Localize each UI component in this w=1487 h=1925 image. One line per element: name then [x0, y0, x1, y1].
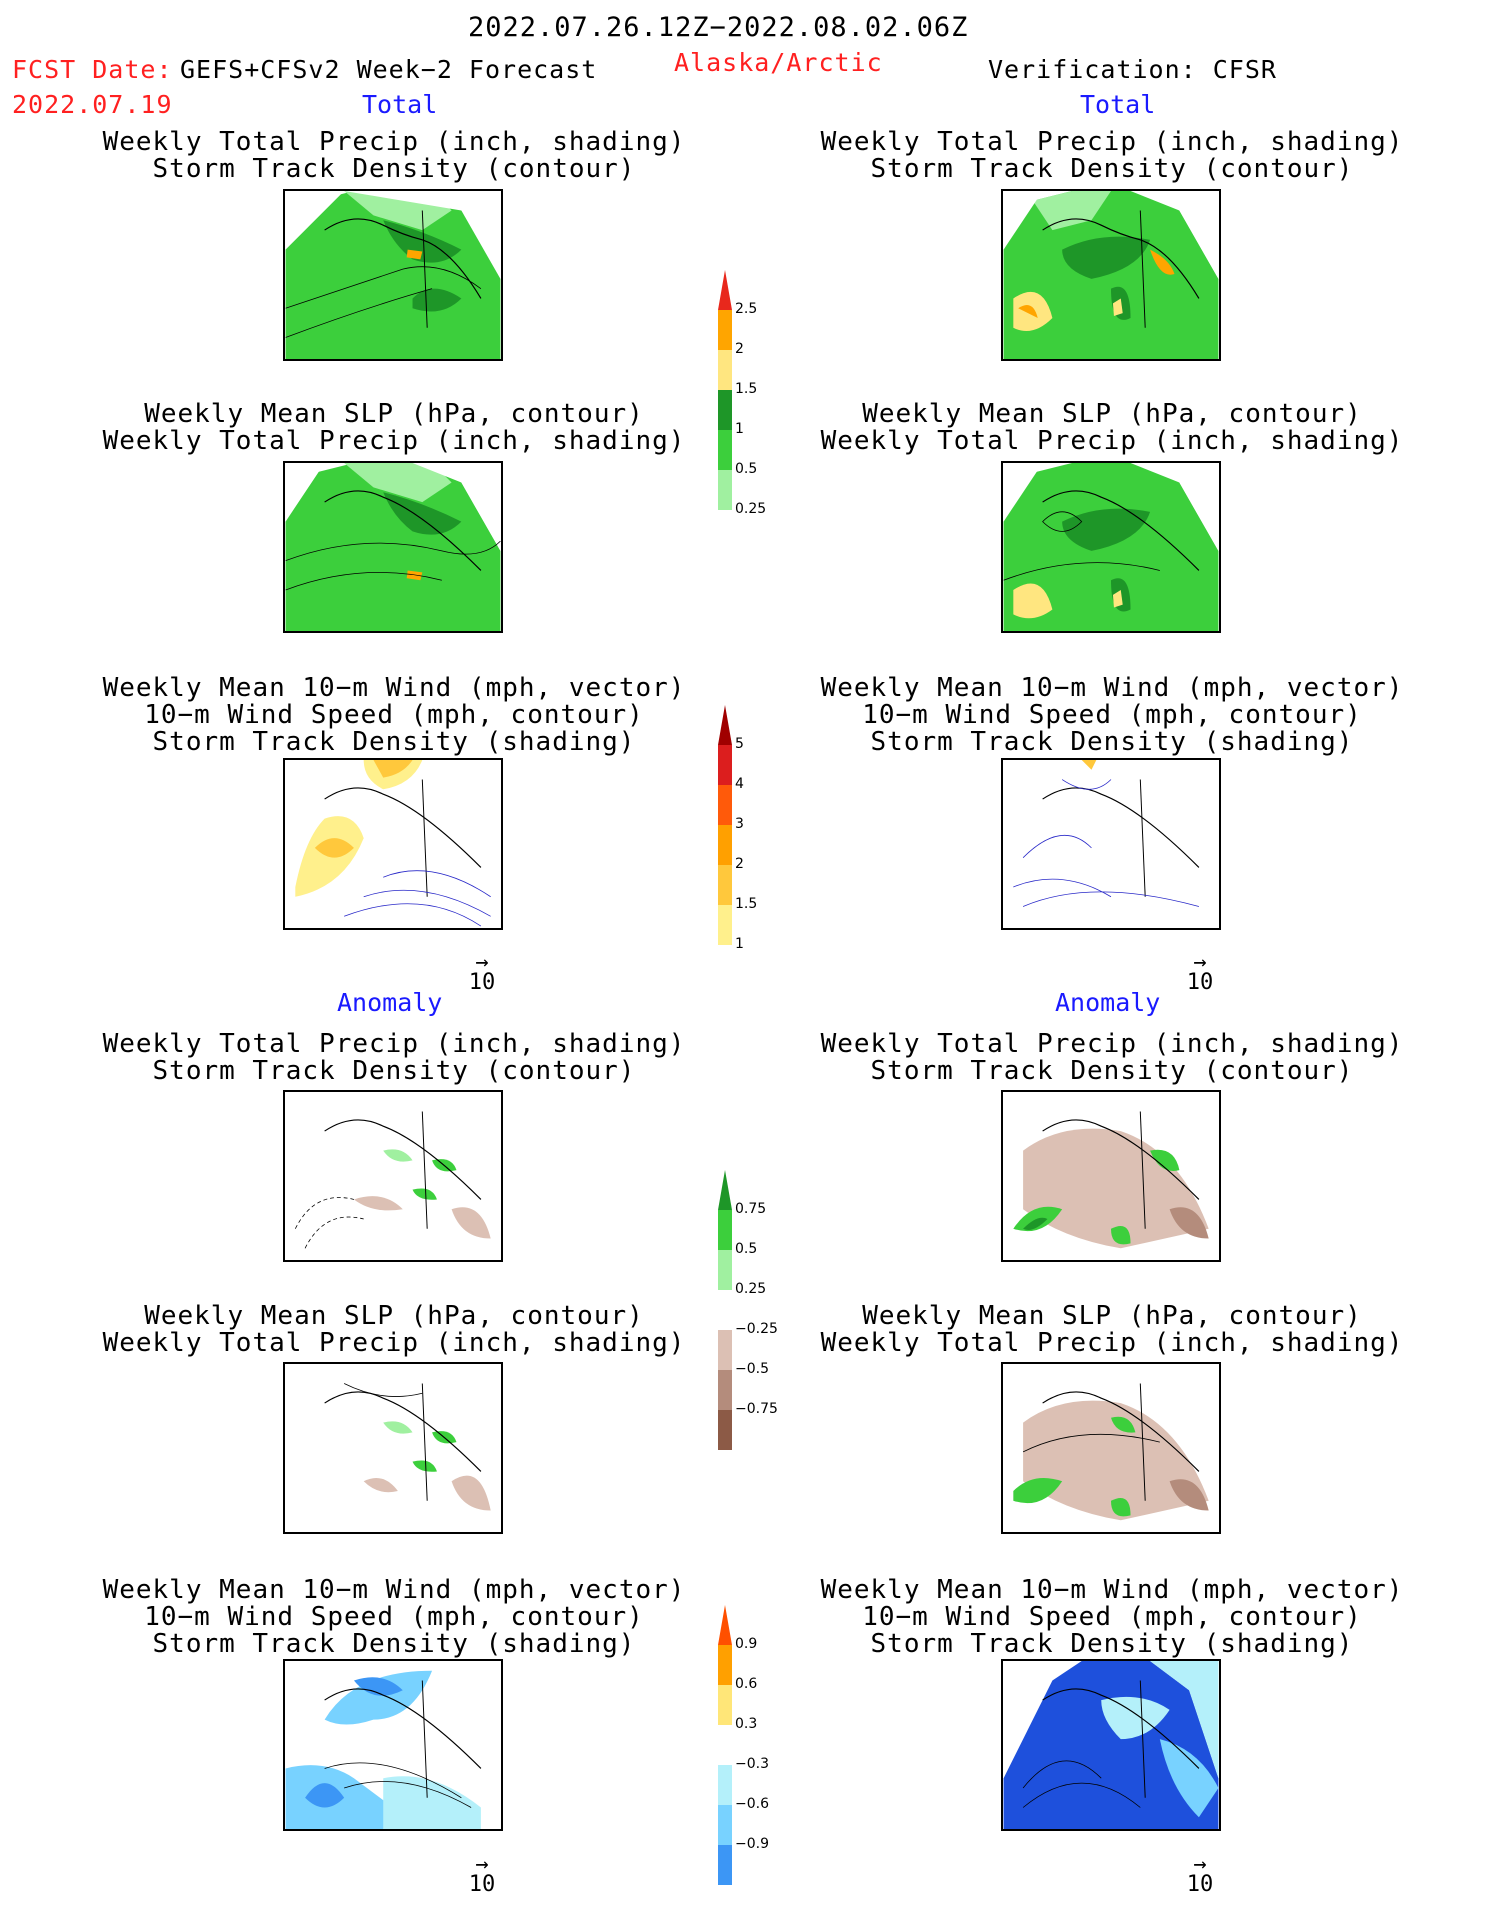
colorbar-tick-label: −0.3: [735, 1756, 769, 1772]
colorbar-top-cap: [718, 1605, 732, 1645]
colorbar-tick-label: 2: [735, 341, 744, 357]
title-r4: Weekly Total Precip (inch, shading) Storm…: [820, 1029, 1404, 1086]
fcst-date: 2022.07.19: [12, 90, 173, 119]
section-anomaly-right: Anomaly: [1055, 988, 1161, 1017]
colorbar-top-cap: [718, 270, 732, 310]
colorbar-top-cap: [718, 705, 732, 745]
colorbar-segment: [718, 310, 732, 350]
title-l6: Weekly Mean 10−m Wind (mph, vector) 10−m …: [102, 1575, 686, 1659]
colorbar-segment: [718, 1685, 732, 1725]
colorbar-tick-label: 0.5: [735, 1241, 758, 1257]
colorbar-segment: [718, 390, 732, 430]
ref-vector-r2: → 10: [1186, 1852, 1214, 1898]
title-l3: Weekly Mean 10−m Wind (mph, vector) 10−m …: [102, 673, 686, 757]
map-anom-precip-storm-forecast: [283, 1090, 503, 1262]
ref-vector-r1: → 10: [1186, 950, 1214, 996]
map-anom-precip-storm-verification: [1001, 1090, 1221, 1262]
colorbar-tick-label: 0.5: [735, 461, 758, 477]
map-total-slp-precip-forecast: [283, 461, 503, 633]
title-l2: Weekly Mean SLP (hPa, contour) Weekly Tot…: [102, 399, 686, 456]
colorbar-top-cap: [718, 1170, 732, 1210]
title-r3: Weekly Mean 10−m Wind (mph, vector) 10−m …: [820, 673, 1404, 757]
colorbar-tick-label: 5: [735, 736, 744, 752]
colorbar-segment: [718, 430, 732, 470]
title-r5: Weekly Mean SLP (hPa, contour) Weekly Tot…: [820, 1301, 1404, 1358]
colorbar-segment: [718, 1725, 732, 1765]
colorbar-precip-anom-svg: [718, 1170, 732, 1450]
colorbar-segment: [718, 825, 732, 865]
period-title: 2022.07.26.12Z−2022.08.02.06Z: [468, 12, 969, 43]
colorbar-tick-label: 0.25: [735, 501, 767, 517]
colorbar-tick-label: 3: [735, 816, 744, 832]
section-total-right: Total: [1080, 90, 1156, 119]
verification-label: Verification: CFSR: [988, 55, 1277, 84]
colorbar-tick-label: −0.5: [735, 1361, 769, 1377]
colorbar-tick-label: 2.5: [735, 301, 758, 317]
colorbar-storm-total-svg: [718, 705, 732, 945]
region-label: Alaska/Arctic: [674, 48, 883, 77]
colorbar-tick-label: 0.25: [735, 1281, 767, 1297]
map-total-precip-storm-forecast: [283, 189, 503, 361]
map-anom-wind-storm-verification: [1001, 1659, 1221, 1831]
fcst-date-label: FCST Date:: [12, 55, 173, 84]
colorbar-precip-anom: 0.75 0.5 0.25 −0.25 −0.5 −0.75: [718, 1170, 788, 1450]
colorbar-storm-anom-svg: [718, 1605, 732, 1885]
colorbar-segment: [718, 1845, 732, 1885]
title-l5: Weekly Mean SLP (hPa, contour) Weekly Tot…: [102, 1301, 686, 1358]
map-total-slp-precip-verification: [1001, 461, 1221, 633]
colorbar-tick-label: 0.75: [735, 1201, 767, 1217]
colorbar-segment: [718, 1645, 732, 1685]
title-r6: Weekly Mean 10−m Wind (mph, vector) 10−m …: [820, 1575, 1404, 1659]
colorbar-tick-label: 1.5: [735, 896, 758, 912]
colorbar-tick-label: −0.25: [735, 1321, 778, 1337]
colorbar-segment: [718, 1330, 732, 1370]
colorbar-tick-label: −0.6: [735, 1796, 769, 1812]
colorbar-segment: [718, 1290, 732, 1330]
colorbar-segment: [718, 1210, 732, 1250]
colorbar-segment: [718, 470, 732, 510]
colorbar-tick-label: 1: [735, 936, 744, 952]
fcst-model: GEFS+CFSv2 Week−2 Forecast: [180, 55, 598, 84]
title-l4: Weekly Total Precip (inch, shading) Storm…: [102, 1029, 686, 1086]
colorbar-tick-label: 0.6: [735, 1676, 758, 1692]
title-l1: Weekly Total Precip (inch, shading) Storm…: [102, 127, 686, 184]
colorbar-tick-label: 4: [735, 776, 744, 792]
colorbar-segment: [718, 1765, 732, 1805]
colorbar-tick-label: 1: [735, 421, 744, 437]
colorbar-storm-total: 5 4 3 2 1.5 1: [718, 705, 788, 985]
colorbar-tick-label: 0.9: [735, 1636, 758, 1652]
colorbar-segment: [718, 785, 732, 825]
colorbar-precip-total-svg: [718, 270, 732, 510]
section-anomaly-left: Anomaly: [337, 988, 443, 1017]
colorbar-tick-label: 1.5: [735, 381, 758, 397]
ref-vector-l1: → 10: [468, 950, 496, 996]
colorbar-segment: [718, 1250, 732, 1290]
title-r2: Weekly Mean SLP (hPa, contour) Weekly Tot…: [820, 399, 1404, 456]
colorbar-tick-label: 2: [735, 856, 744, 872]
colorbar-tick-label: −0.9: [735, 1836, 769, 1852]
colorbar-storm-anom: 0.9 0.6 0.3 −0.3 −0.6 −0.9: [718, 1605, 788, 1885]
colorbar-segment: [718, 865, 732, 905]
colorbar-precip-total: 2.5 2 1.5 1 0.5 0.25: [718, 270, 788, 550]
colorbar-segment: [718, 1370, 732, 1410]
map-total-wind-storm-forecast: [283, 758, 503, 930]
colorbar-tick-label: −0.75: [735, 1401, 778, 1417]
colorbar-segment: [718, 905, 732, 945]
ref-vector-l2: → 10: [468, 1852, 496, 1898]
map-total-wind-storm-verification: [1001, 758, 1221, 930]
map-total-precip-storm-verification: [1001, 189, 1221, 361]
colorbar-segment: [718, 350, 732, 390]
colorbar-segment: [718, 745, 732, 785]
map-anom-slp-precip-forecast: [283, 1362, 503, 1534]
colorbar-segment: [718, 1805, 732, 1845]
title-r1: Weekly Total Precip (inch, shading) Storm…: [820, 127, 1404, 184]
colorbar-segment: [718, 1410, 732, 1450]
map-anom-wind-storm-forecast: [283, 1659, 503, 1831]
map-anom-slp-precip-verification: [1001, 1362, 1221, 1534]
section-total-left: Total: [362, 90, 438, 119]
colorbar-tick-label: 0.3: [735, 1716, 758, 1732]
